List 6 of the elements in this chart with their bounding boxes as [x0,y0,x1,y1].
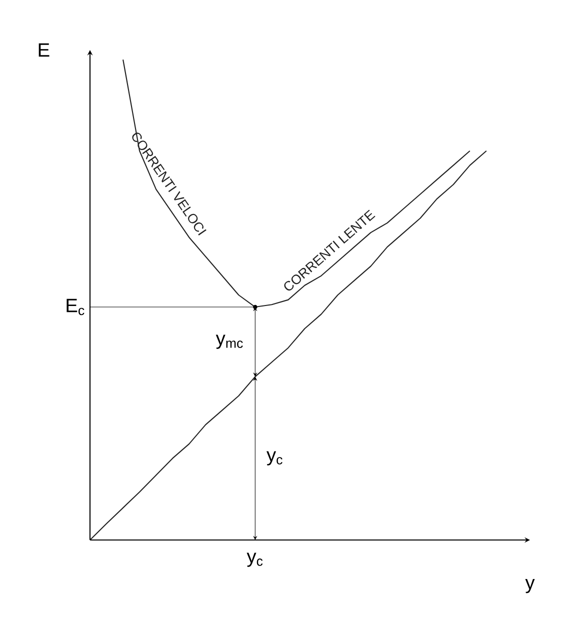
x-axis-title: y [525,579,535,594]
y-axis-title: E [38,43,50,57]
annotation: y$_{mc}$ [216,334,243,349]
annotation: E$_{c}$ [66,298,84,316]
text: y$_{c}$ [246,552,263,567]
annotation: y$_{c}$ [266,451,282,466]
